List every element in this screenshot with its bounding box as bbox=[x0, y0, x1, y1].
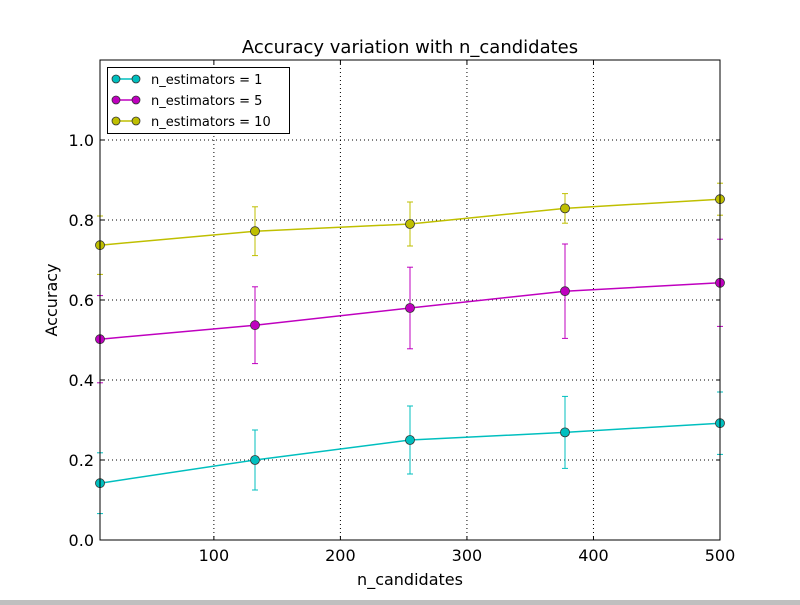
legend-marker bbox=[131, 116, 141, 126]
legend-marker bbox=[131, 74, 141, 84]
y-tick-label: 0.0 bbox=[69, 531, 94, 550]
x-tick-label: 400 bbox=[578, 546, 609, 565]
legend-marker bbox=[111, 116, 121, 126]
y-tick-label: 0.4 bbox=[69, 371, 94, 390]
y-axis-label: Accuracy bbox=[42, 263, 61, 336]
data-point bbox=[250, 455, 260, 465]
data-point bbox=[560, 286, 570, 297]
y-tick-label: 0.6 bbox=[69, 291, 94, 310]
x-tick-label: 500 bbox=[705, 546, 736, 565]
y-tick-label: 0.8 bbox=[69, 211, 94, 230]
x-axis-label: n_candidates bbox=[357, 570, 463, 590]
y-tick-label: 1.0 bbox=[69, 131, 94, 150]
legend-label: n_estimators = 5 bbox=[151, 94, 262, 109]
series-2 bbox=[95, 238, 725, 384]
x-tick-label: 300 bbox=[452, 546, 483, 565]
series-1 bbox=[95, 391, 725, 515]
legend-marker bbox=[131, 95, 141, 105]
data-point bbox=[250, 320, 260, 331]
data-point bbox=[250, 226, 260, 237]
legend-label: n_estimators = 1 bbox=[151, 73, 262, 88]
data-point bbox=[405, 219, 415, 229]
data-point bbox=[560, 203, 570, 214]
x-tick-label: 200 bbox=[325, 546, 356, 565]
legend-label: n_estimators = 10 bbox=[151, 115, 271, 130]
chart-title: Accuracy variation with n_candidates bbox=[242, 37, 578, 58]
y-tick-label: 0.2 bbox=[69, 451, 94, 470]
legend-marker bbox=[111, 95, 121, 105]
series-3 bbox=[95, 182, 725, 275]
data-point bbox=[405, 435, 415, 445]
data-point bbox=[560, 427, 570, 438]
legend: n_estimators = 1 n_estimators = 5 n_estima… bbox=[107, 67, 290, 134]
data-point bbox=[405, 303, 415, 313]
legend-marker bbox=[111, 74, 121, 84]
x-tick-label: 100 bbox=[199, 546, 230, 565]
